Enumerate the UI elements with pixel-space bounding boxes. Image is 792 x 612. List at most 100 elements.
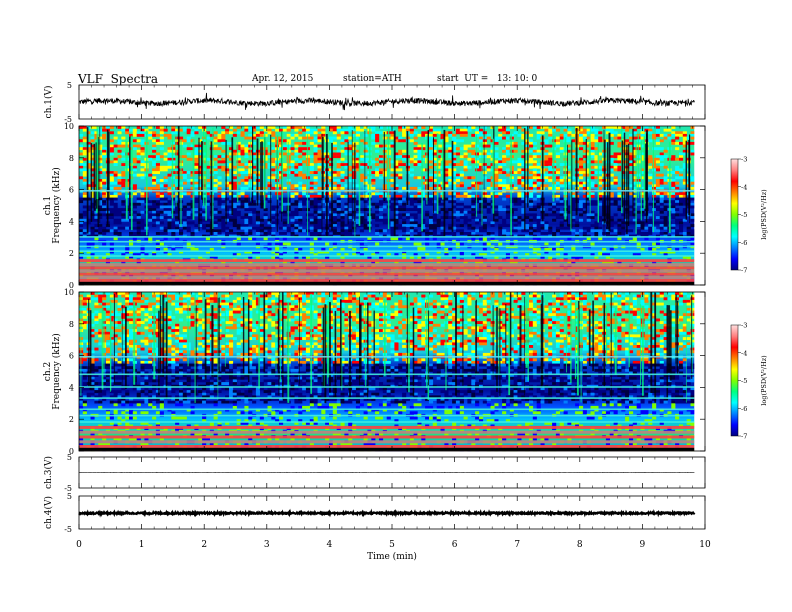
psd-cell <box>652 229 657 233</box>
psd-cell <box>394 205 399 209</box>
psd-cell <box>244 218 249 222</box>
psd-cell <box>198 152 203 156</box>
psd-cell <box>263 226 268 230</box>
psd-cell <box>109 366 114 370</box>
psd-cell <box>640 208 645 211</box>
psd-cell <box>90 232 95 235</box>
psd-cell <box>267 176 272 180</box>
psd-cell <box>294 226 299 230</box>
psd-cell <box>655 237 660 241</box>
psd-cell <box>359 194 364 198</box>
psd-cell <box>536 149 541 153</box>
psd-cell <box>229 192 234 196</box>
psd-cell <box>255 216 260 219</box>
psd-cell <box>390 205 395 209</box>
psd-cell <box>471 208 476 211</box>
psd-cell <box>105 331 110 335</box>
psd-cell <box>294 224 299 227</box>
psd-cell <box>529 186 534 190</box>
psd-cell <box>132 184 137 188</box>
psd-cell <box>629 157 634 161</box>
psd-cell <box>502 136 507 140</box>
psd-cell <box>344 253 349 257</box>
psd-cell <box>136 152 141 156</box>
psd-cell <box>444 173 449 177</box>
psd-cell <box>571 200 576 204</box>
psd-cell <box>355 149 360 153</box>
psd-cell <box>155 192 160 196</box>
psd-cell <box>171 194 176 198</box>
psd-cell <box>244 208 249 211</box>
psd-cell <box>405 128 410 132</box>
psd-cell <box>294 210 299 214</box>
psd-cell <box>413 186 418 190</box>
psd-cell <box>244 147 249 151</box>
psd-cell <box>348 216 353 219</box>
psd-cell <box>252 250 257 254</box>
psd-cell <box>521 229 526 233</box>
psd-cell <box>294 216 299 219</box>
psd-cell <box>290 202 295 206</box>
psd-cell <box>459 184 464 188</box>
psd-cell <box>502 149 507 153</box>
psd-cell <box>225 184 230 188</box>
psd-cell <box>690 136 695 140</box>
psd-cell <box>248 250 253 254</box>
psd-cell <box>282 232 287 235</box>
psd-cell <box>332 141 337 145</box>
psd-cell <box>682 255 687 259</box>
psd-cell <box>629 155 634 159</box>
psd-cell <box>659 194 664 198</box>
psd-cell <box>625 139 630 143</box>
psd-cell <box>659 274 664 278</box>
psd-cell <box>90 126 95 129</box>
psd-cell <box>571 208 576 211</box>
psd-cell <box>467 226 472 230</box>
psd-cell <box>232 253 237 257</box>
psd-cell <box>498 234 503 238</box>
psd-cell <box>552 126 557 129</box>
psd-cell <box>667 247 672 251</box>
psd-cell <box>471 237 476 241</box>
psd-cell <box>448 173 453 177</box>
psd-cell <box>490 232 495 235</box>
psd-cell <box>521 133 526 137</box>
psd-cell <box>113 197 118 201</box>
psd-cell <box>255 229 260 233</box>
psd-cell <box>675 213 680 217</box>
y-tick-label: 6 <box>69 186 74 195</box>
psd-cell <box>655 133 660 137</box>
psd-cell <box>109 299 114 303</box>
psd-cell <box>555 171 560 174</box>
psd-cell <box>140 221 145 225</box>
psd-cell <box>440 232 445 235</box>
psd-cell <box>505 274 510 278</box>
psd-cell <box>171 128 176 132</box>
psd-cell <box>632 149 637 153</box>
psd-cell <box>390 136 395 140</box>
psd-cell <box>194 149 199 153</box>
psd-cell <box>363 208 368 211</box>
psd-cell <box>167 202 172 206</box>
psd-cell <box>136 149 141 153</box>
psd-cell <box>355 128 360 132</box>
psd-cell <box>232 181 237 185</box>
psd-cell <box>375 168 380 172</box>
psd-cell <box>517 226 522 230</box>
psd-cell <box>152 131 157 135</box>
psd-cell <box>336 218 341 222</box>
psd-cell <box>82 218 87 222</box>
psd-cell <box>402 149 407 153</box>
psd-cell <box>182 144 187 148</box>
psd-cell <box>390 226 395 230</box>
psd-cell <box>190 144 195 148</box>
psd-cell <box>109 152 114 156</box>
psd-cell <box>171 232 176 235</box>
psd-cell <box>417 186 422 190</box>
psd-cell <box>329 202 334 206</box>
psd-cell <box>444 165 449 169</box>
psd-cell <box>255 226 260 230</box>
psd-cell <box>263 147 268 151</box>
psd-cell <box>309 168 314 172</box>
psd-cell <box>379 171 384 174</box>
